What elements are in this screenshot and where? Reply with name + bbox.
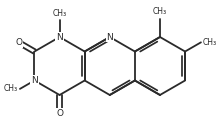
- Text: CH₃: CH₃: [4, 84, 18, 93]
- Text: O: O: [56, 109, 63, 118]
- Text: O: O: [15, 38, 22, 47]
- Text: CH₃: CH₃: [53, 9, 67, 18]
- Text: CH₃: CH₃: [202, 38, 216, 47]
- Text: CH₃: CH₃: [153, 7, 167, 16]
- Text: N: N: [31, 76, 38, 85]
- Text: N: N: [106, 32, 113, 42]
- Text: N: N: [56, 32, 63, 42]
